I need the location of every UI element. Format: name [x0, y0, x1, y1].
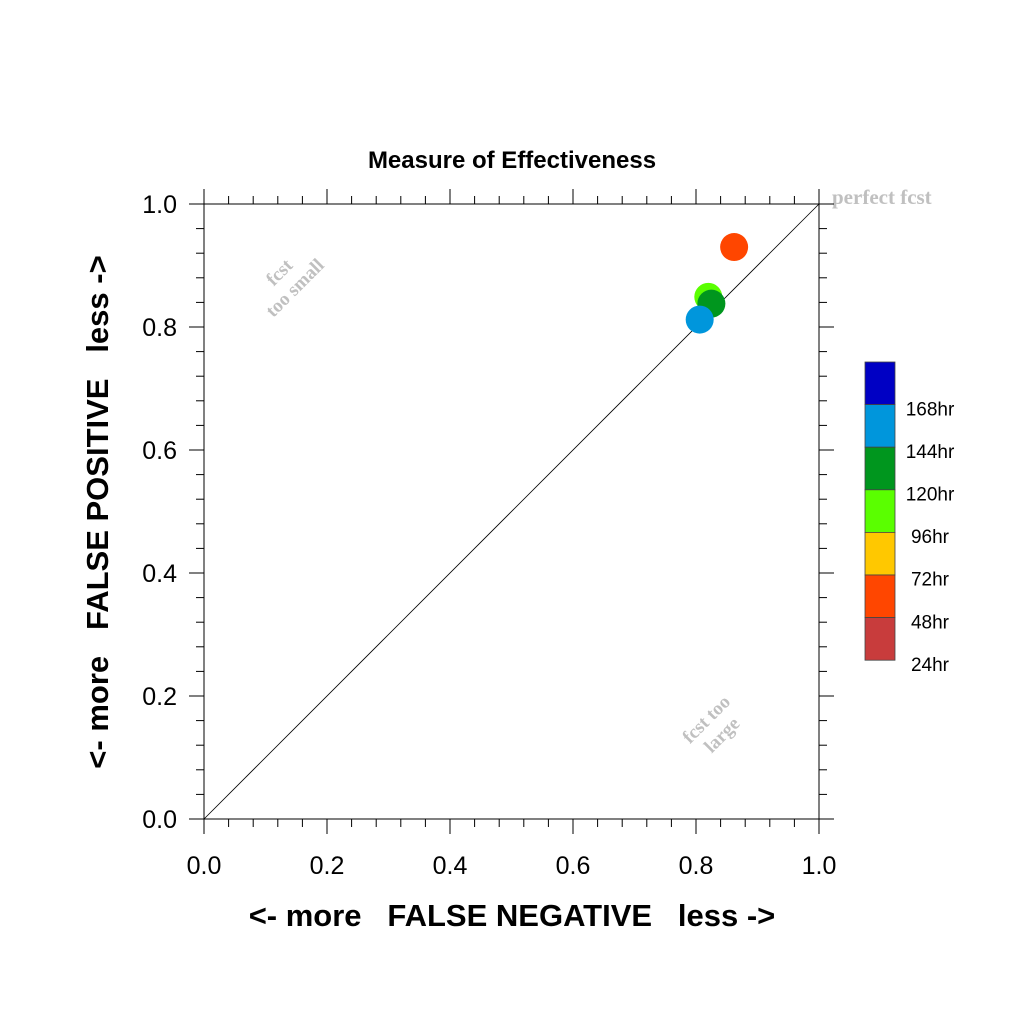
chart-title: Measure of Effectiveness: [368, 147, 656, 174]
legend-label-48hr: 48hr: [911, 612, 950, 633]
y-tick-label: 0.0: [142, 806, 177, 834]
x-tick-label: 0.6: [556, 852, 591, 880]
x-axis-label: <- more FALSE NEGATIVE less ->: [249, 898, 776, 933]
x-tick-label: 0.4: [433, 852, 468, 880]
x-tick-label: 0.8: [679, 852, 714, 880]
legend-swatch-48hr: [864, 574, 896, 618]
legend-swatch-72hr: [864, 532, 896, 576]
legend-swatch-144hr: [864, 404, 896, 448]
x-tick-label: 0.2: [310, 852, 345, 880]
legend-swatch-24hr: [864, 617, 896, 661]
y-tick-label: 0.6: [142, 437, 177, 465]
x-axis: 0.0 0.2 0.4 0.6 0.8 1.0: [187, 189, 837, 880]
y-tick-label: 1.0: [142, 191, 177, 219]
legend-label-120hr: 120hr: [906, 485, 955, 506]
legend-swatch-120hr: [864, 446, 896, 491]
legend: 168hr 144hr 120hr 96hr 72hr 48hr 24hr: [864, 361, 955, 676]
y-axis-label: <- more FALSE POSITIVE less ->: [80, 255, 115, 768]
annotation-too-large: fcst too large: [679, 692, 745, 758]
y-axis: 0.0 0.2 0.4 0.6 0.8 1.0: [142, 191, 834, 834]
legend-label-72hr: 72hr: [911, 570, 950, 591]
x-tick-label: 0.0: [187, 852, 222, 880]
x-tick-label: 1.0: [802, 852, 837, 880]
y-tick-label: 0.8: [142, 314, 177, 342]
y-tick-label: 0.4: [142, 560, 177, 588]
legend-swatch-168hr: [864, 361, 896, 405]
annotation-perfect-fcst: perfect fcst: [832, 185, 932, 209]
legend-label-96hr: 96hr: [911, 527, 950, 548]
legend-label-144hr: 144hr: [906, 442, 955, 463]
legend-label-168hr: 168hr: [906, 399, 955, 420]
annotation-too-small: fcst too small: [262, 255, 329, 322]
data-points: [685, 233, 749, 334]
y-tick-label: 0.2: [142, 683, 177, 711]
legend-swatch-96hr: [864, 489, 896, 533]
plot-frame: [203, 203, 820, 820]
point-144hr: [685, 305, 714, 334]
point-48hr: [720, 233, 749, 262]
legend-label-24hr: 24hr: [911, 655, 950, 676]
